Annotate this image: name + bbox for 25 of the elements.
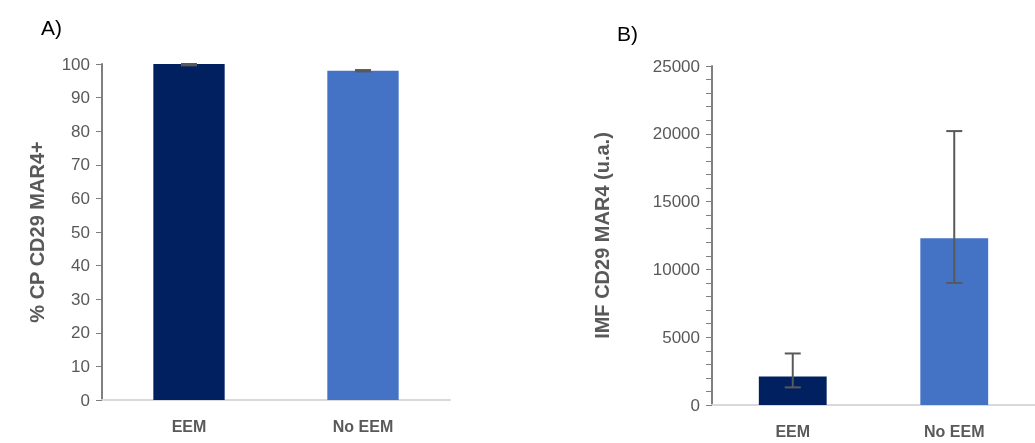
y-tick-label: 20000 <box>652 124 700 144</box>
y-tick-label: 80 <box>71 121 90 141</box>
y-tick-label: 10 <box>71 356 90 376</box>
y-tick-label: 0 <box>690 395 700 415</box>
chart-title: B) <box>617 22 638 45</box>
chart-title: A) <box>41 16 62 39</box>
y-tick-label: 20 <box>71 323 90 343</box>
y-axis-title: IMF CD29 MAR4 (u.a.) <box>591 132 613 339</box>
y-tick-label: 30 <box>71 289 90 309</box>
x-tick-label: EEM <box>171 417 207 435</box>
y-tick-label: 15000 <box>652 192 700 212</box>
y-tick-label: 10000 <box>652 259 700 279</box>
y-tick-label: 100 <box>61 54 90 74</box>
y-tick-label: 0 <box>80 390 90 410</box>
y-axis-title: % CP CD29 MAR4+ <box>26 141 48 323</box>
x-tick-label: No EEM <box>924 422 985 440</box>
x-tick-label: EEM <box>775 422 811 440</box>
y-tick-label: 90 <box>71 88 90 108</box>
x-tick-label: No EEM <box>332 417 394 435</box>
y-tick-label: 5000 <box>662 327 700 347</box>
y-tick-label: 25000 <box>652 56 700 76</box>
y-tick-label: 40 <box>71 256 90 276</box>
y-tick-label: 50 <box>71 222 90 242</box>
y-tick-label: 70 <box>71 155 90 175</box>
y-tick-label: 60 <box>71 188 90 208</box>
